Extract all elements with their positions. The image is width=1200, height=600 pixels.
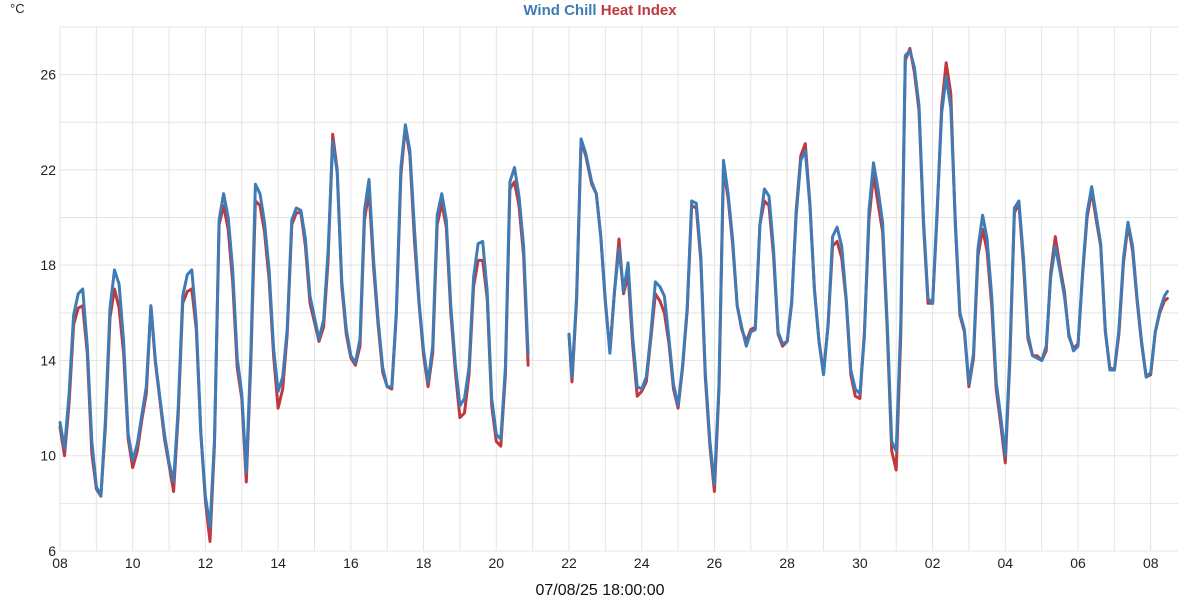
x-tick-label: 18: [416, 555, 432, 571]
series-layer: [58, 46, 1169, 543]
legend-heat-index[interactable]: Heat Index: [601, 2, 678, 19]
x-tick-label: 04: [998, 555, 1014, 571]
x-tick-label: 22: [561, 555, 577, 571]
y-tick-label: 26: [40, 67, 56, 83]
x-tick-label: 02: [925, 555, 941, 571]
x-tick-label: 24: [634, 555, 650, 571]
grid-layer: [59, 26, 1178, 552]
y-tick-label: 10: [40, 448, 56, 464]
wind-chill-line-segment-1: [58, 123, 530, 529]
legend-wind-chill[interactable]: Wind Chill: [523, 2, 596, 19]
x-tick-label: 08: [52, 555, 68, 571]
x-tick-label: 28: [779, 555, 795, 571]
axis-layer: 6 10 14 18 22 26 08 10 12 14 16 18 20 22 24 26 28 30 02 04 0…: [40, 67, 1158, 571]
y-tick-label: 18: [40, 257, 56, 273]
x-tick-label: 08: [1143, 555, 1159, 571]
y-tick-label: 6: [48, 543, 56, 559]
legend: Wind Chill Heat Index: [523, 2, 677, 19]
x-tick-label: 06: [1070, 555, 1086, 571]
x-tick-label: 26: [707, 555, 723, 571]
y-unit-label: °C: [10, 1, 25, 16]
x-tick-label: 16: [343, 555, 359, 571]
x-tick-label: 12: [198, 555, 214, 571]
x-tick-label: 10: [125, 555, 141, 571]
heat-index-line-segment-1: [58, 125, 530, 543]
x-tick-label: 14: [270, 555, 286, 571]
x-tick-label: 20: [489, 555, 505, 571]
y-tick-label: 22: [40, 162, 56, 178]
x-tick-label: 30: [852, 555, 868, 571]
wind-chill-line-segment-2: [567, 49, 1169, 486]
timestamp-label: 07/08/25 18:00:00: [535, 582, 664, 599]
y-tick-label: 14: [40, 352, 56, 368]
